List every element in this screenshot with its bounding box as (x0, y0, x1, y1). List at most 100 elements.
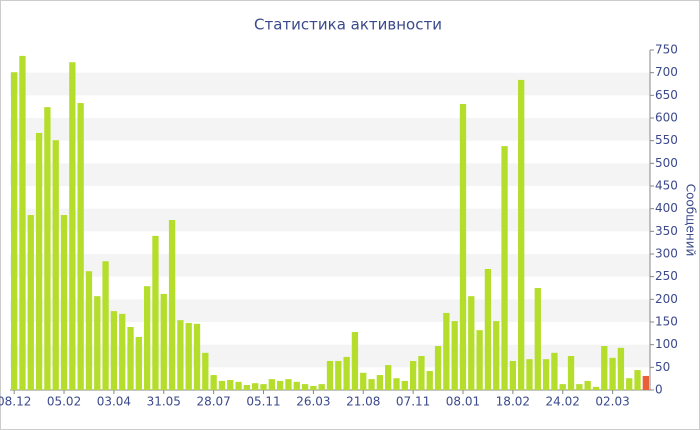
x-tick-label: 03.04 (97, 395, 131, 409)
x-tick-label: 24.02 (546, 395, 580, 409)
bar (609, 357, 616, 390)
bar (601, 346, 608, 390)
y-tick-label: 50 (655, 360, 670, 374)
bar (252, 383, 259, 390)
y-tick-label: 200 (655, 292, 678, 306)
bar (27, 215, 34, 390)
bar (218, 380, 226, 390)
y-tick-label: 650 (655, 88, 678, 102)
bar (385, 365, 392, 390)
bar (484, 268, 492, 390)
x-tick-label: 26.03 (296, 395, 330, 409)
bar (642, 375, 650, 390)
bar (343, 356, 350, 390)
bar (360, 372, 367, 390)
plot: 0 50 100 150 200 250 300 350 400 450 500 550 600 650 7… (0, 43, 678, 409)
x-tick-label: 31.05 (147, 395, 181, 409)
y-tick-label: 150 (655, 315, 678, 329)
bar (310, 385, 317, 390)
bar (102, 261, 109, 390)
bar (160, 293, 167, 390)
x-tick-label: 07.11 (396, 395, 430, 409)
bar (418, 356, 425, 390)
bar (44, 107, 51, 391)
bar (551, 352, 558, 390)
bar (534, 288, 541, 390)
x-tick-label: 05.11 (246, 395, 280, 409)
bar (227, 380, 234, 390)
bar (235, 381, 242, 390)
x-tick-label: 02.03 (595, 395, 629, 409)
bar (559, 384, 566, 390)
y-tick-label: 600 (655, 111, 678, 125)
y-tick-label: 550 (655, 133, 678, 147)
bar (301, 384, 309, 390)
bar (202, 352, 209, 390)
bar (85, 271, 93, 390)
bar (52, 140, 59, 390)
bar (268, 379, 275, 390)
y-tick-label: 750 (655, 43, 678, 57)
bar (77, 103, 84, 390)
bar (260, 384, 267, 390)
bar (626, 378, 633, 390)
bar (177, 320, 184, 390)
y-axis-label: Сообщений (684, 184, 698, 257)
bar (185, 322, 192, 390)
y-tick-label: 0 (655, 383, 663, 397)
bar (318, 384, 325, 390)
x-tick-label: 28.07 (196, 395, 230, 409)
y-tick-label: 700 (655, 65, 678, 79)
bar (409, 360, 417, 390)
bar (443, 312, 450, 390)
bar (401, 380, 408, 390)
bar (143, 286, 151, 390)
grid-stripe (10, 208, 650, 232)
grid-stripe (10, 118, 650, 141)
bar (285, 379, 292, 390)
bar (60, 215, 68, 390)
bar (617, 347, 625, 390)
bar (542, 359, 550, 390)
y-tick-label: 300 (655, 247, 678, 261)
bar (426, 370, 433, 390)
bar (243, 385, 251, 390)
bar (168, 220, 176, 390)
bar (493, 321, 500, 390)
y-tick-label: 100 (655, 337, 678, 351)
bar (119, 313, 126, 390)
y-tick-label: 500 (655, 156, 678, 170)
bar (127, 326, 134, 390)
bar (509, 360, 517, 390)
bar (368, 379, 375, 390)
bar (152, 235, 159, 390)
bar (69, 62, 76, 391)
x-tick-label: 08.12 (0, 395, 31, 409)
bar (193, 323, 201, 390)
bar (276, 380, 284, 390)
y-tick-label: 450 (655, 179, 678, 193)
x-tick-label: 18.02 (496, 395, 530, 409)
bar (293, 381, 300, 390)
bar (584, 380, 591, 390)
bar (110, 311, 118, 390)
x-tick-label: 21.08 (346, 395, 380, 409)
bar (35, 132, 43, 390)
x-tick-label: 08.01 (446, 395, 480, 409)
bar (94, 296, 101, 390)
bar (576, 384, 583, 390)
bar (501, 146, 508, 390)
bar (210, 375, 217, 390)
bar (476, 330, 483, 390)
bar (135, 336, 142, 390)
x-tick-label: 05.02 (47, 395, 81, 409)
chart-title: Статистика активности (254, 16, 442, 34)
bar (459, 103, 467, 391)
bar (526, 359, 533, 390)
bar (451, 321, 458, 390)
bar (592, 386, 600, 390)
grid-stripe (10, 163, 650, 186)
bar (351, 331, 359, 390)
bar (10, 72, 18, 391)
